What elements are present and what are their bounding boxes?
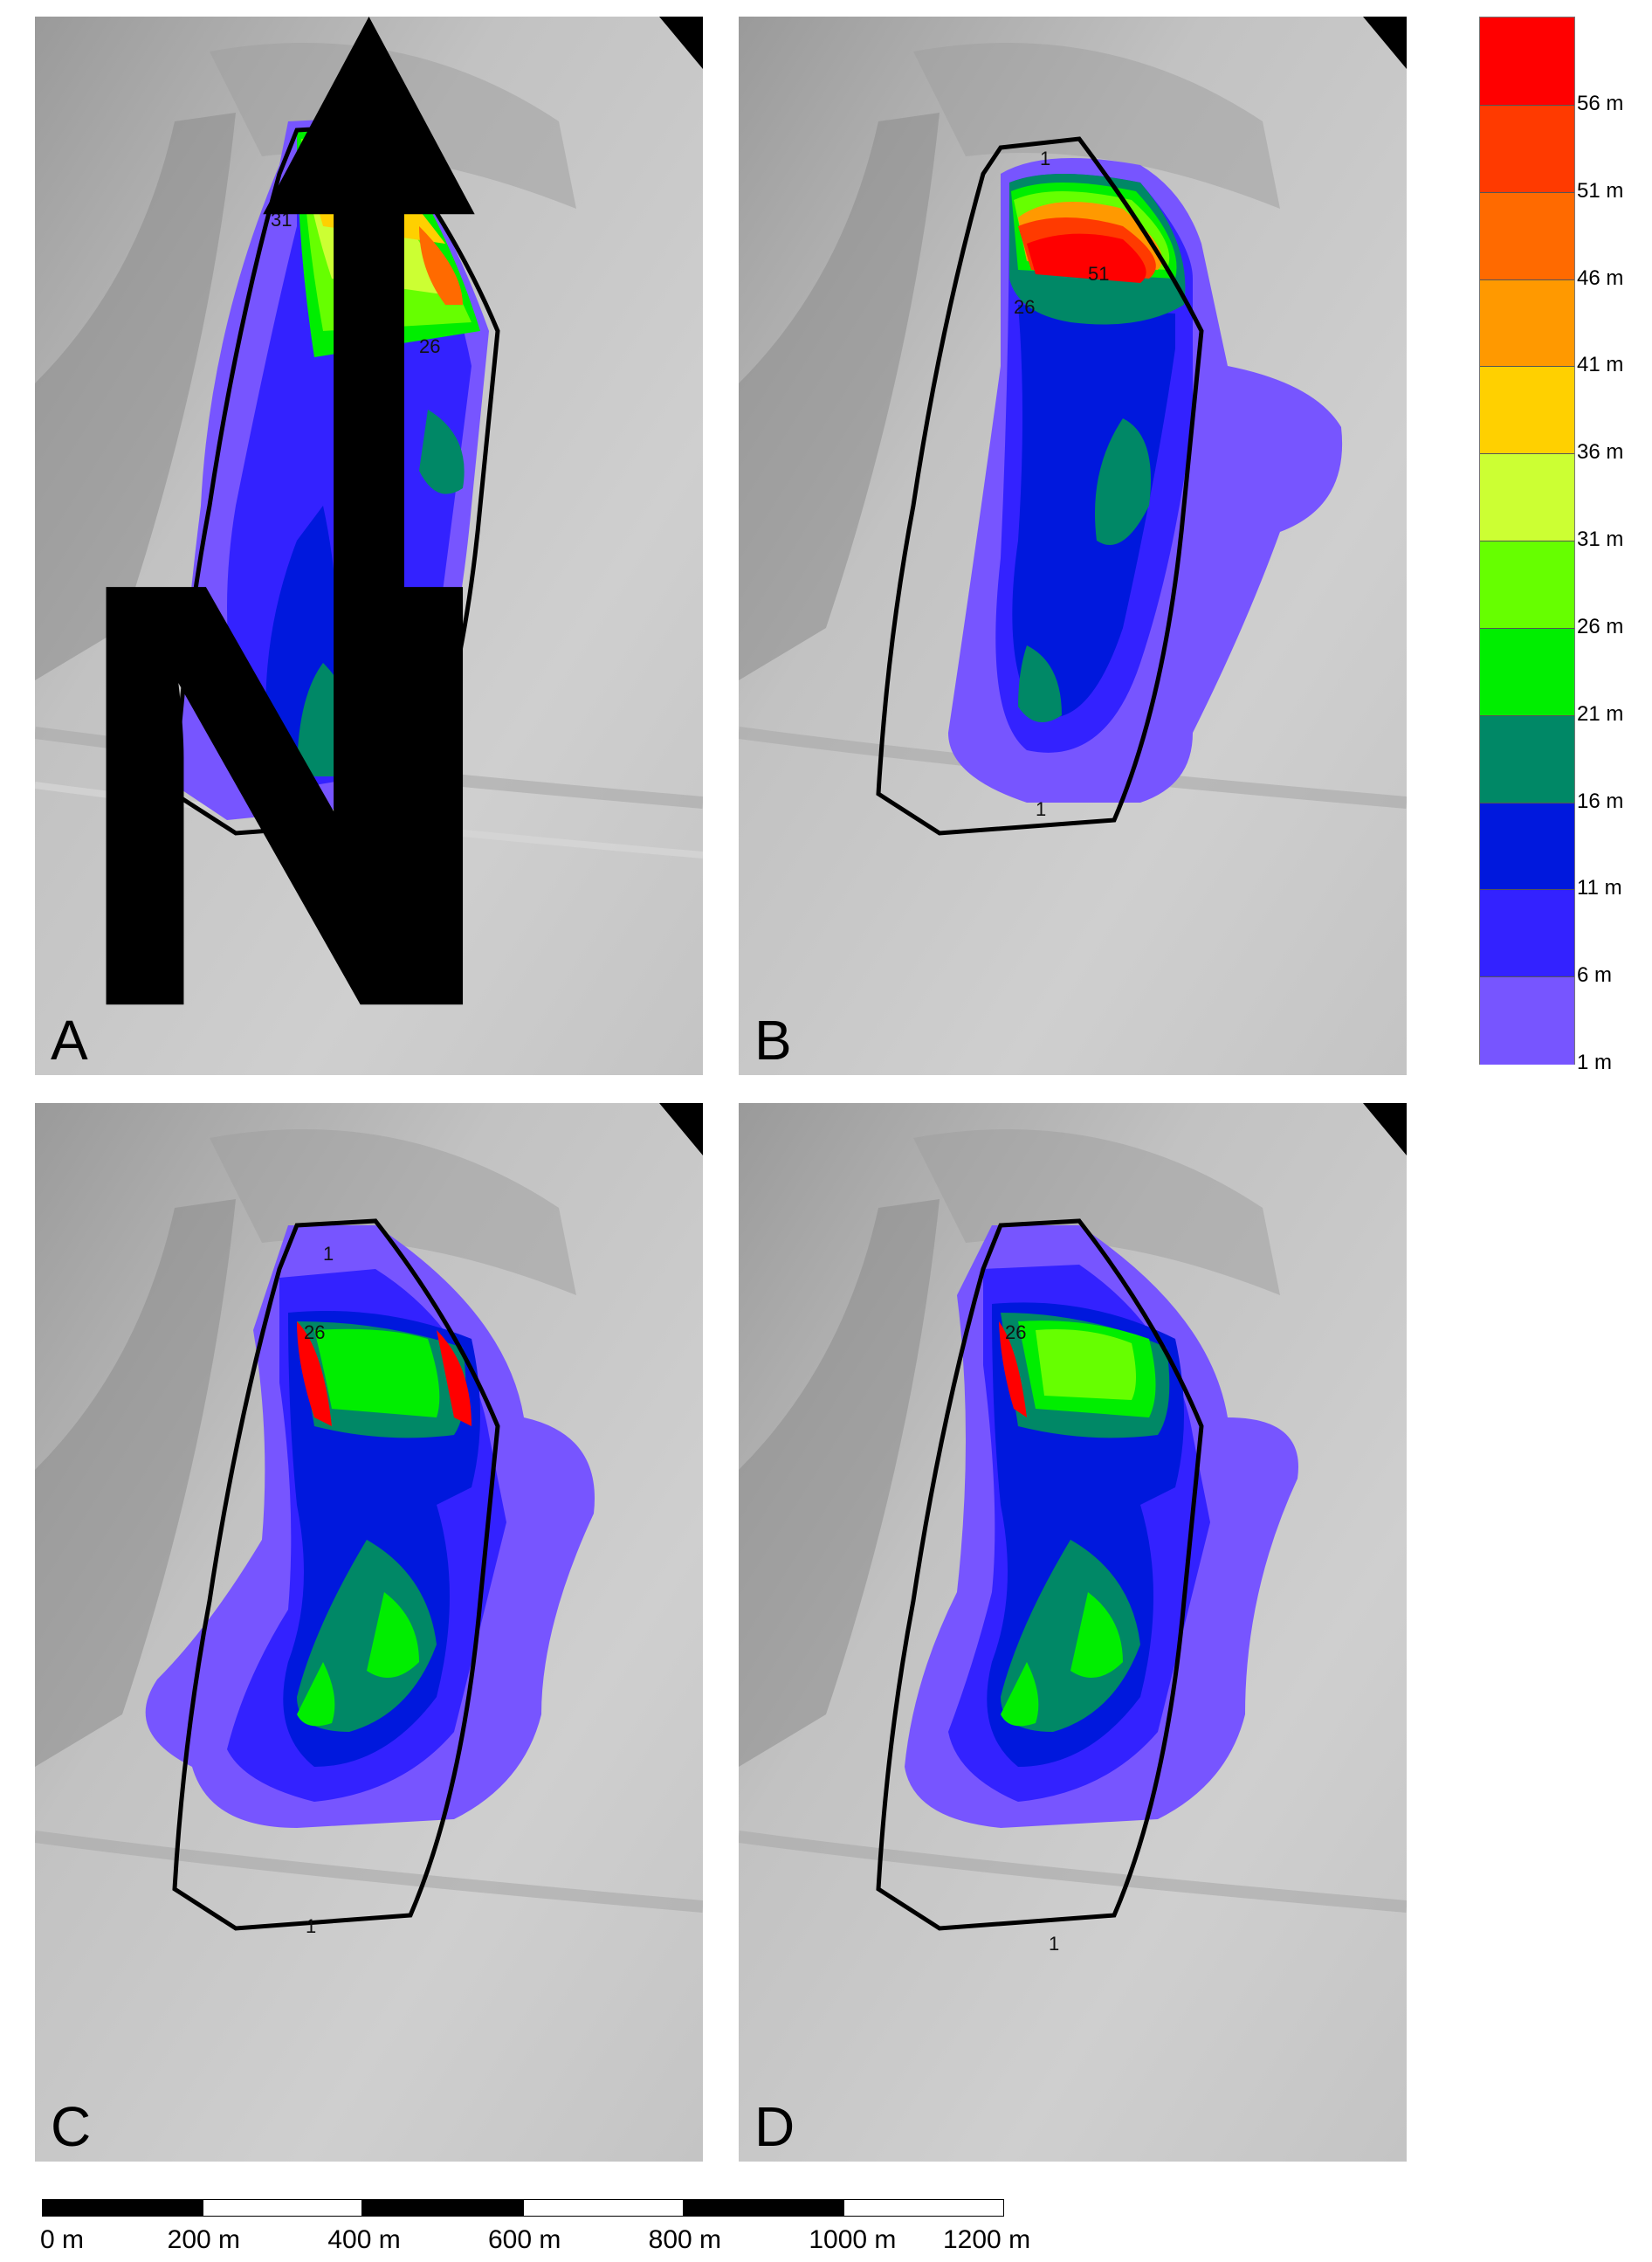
panel-label-c: C xyxy=(51,2095,92,2158)
legend-label: 21 m xyxy=(1577,701,1624,726)
panel-label-a: A xyxy=(51,1009,88,1072)
scale-bar-segment xyxy=(362,2199,523,2217)
legend-swatch xyxy=(1480,104,1574,193)
hillshade-map-b: 51 26 1 1 xyxy=(739,17,1407,1075)
scale-bar-segment xyxy=(42,2199,203,2217)
contour-label-1-bottom: 1 xyxy=(1036,798,1046,820)
scale-bar-label: 1000 m xyxy=(809,2225,897,2254)
north-arrow-label: N xyxy=(65,456,504,1075)
scale-bar-label: 400 m xyxy=(327,2225,401,2254)
legend-swatch xyxy=(1480,714,1574,803)
scale-bar-label: 1200 m xyxy=(943,2225,1031,2254)
contour-label-26: 26 xyxy=(304,1321,325,1343)
scale-bar-label: 0 m xyxy=(40,2225,85,2254)
legend-swatch xyxy=(1480,627,1574,716)
legend-label: 1 m xyxy=(1577,1051,1613,1074)
hillshade-map-d: 26 1 xyxy=(739,1103,1407,2162)
legend-swatch xyxy=(1480,976,1574,1065)
map-panel-a: 31 26 N A xyxy=(35,17,703,1075)
legend-swatch xyxy=(1480,453,1574,541)
scale-bar xyxy=(42,2199,1004,2218)
contour-label-26: 26 xyxy=(419,335,440,357)
legend-label: 16 m xyxy=(1577,789,1624,813)
legend-swatch xyxy=(1480,17,1574,105)
scale-bar-segment xyxy=(523,2199,684,2217)
legend-label: 6 m xyxy=(1577,963,1613,988)
scale-bar-label: 200 m xyxy=(167,2225,241,2254)
contour-label-51: 51 xyxy=(1088,263,1109,285)
contour-label-1-top: 1 xyxy=(323,1243,334,1265)
scale-bar-label: 800 m xyxy=(648,2225,722,2254)
scale-bar-segment xyxy=(683,2199,844,2217)
map-panel-b: 51 26 1 1 B xyxy=(739,17,1407,1075)
legend-label: 31 m xyxy=(1577,528,1624,551)
legend-label: 26 m xyxy=(1577,614,1624,638)
contour-label-26: 26 xyxy=(1005,1321,1026,1343)
north-arrow-icon: N xyxy=(65,17,504,1075)
legend-swatch xyxy=(1480,366,1574,455)
scale-bar-segment xyxy=(843,2199,1004,2217)
legend-swatch xyxy=(1480,191,1574,280)
depth-legend: 56 m 51 m 46 m 41 m 36 m 31 m 26 m 21 m 16 m 11 m… xyxy=(1479,17,1623,1074)
legend-label: 51 m xyxy=(1577,178,1624,203)
legend-label: 11 m xyxy=(1577,876,1622,900)
contour-label-1-bottom: 1 xyxy=(306,1915,316,1937)
map-panel-d: 26 1 D xyxy=(739,1103,1407,2162)
legend-label: 36 m xyxy=(1577,440,1624,465)
hillshade-map-c: 1 26 1 xyxy=(35,1103,703,2162)
map-panel-c: 1 26 1 C xyxy=(35,1103,703,2162)
panel-label-d: D xyxy=(754,2095,795,2158)
legend-label: 46 m xyxy=(1577,266,1624,290)
panel-label-b: B xyxy=(754,1009,792,1072)
legend-swatch xyxy=(1480,279,1574,368)
contour-label-1-bottom: 1 xyxy=(1049,1933,1059,1955)
legend-swatch xyxy=(1480,889,1574,978)
legend-color-ramp xyxy=(1479,17,1575,1065)
scale-bar-label: 600 m xyxy=(488,2225,561,2254)
legend-swatch xyxy=(1480,802,1574,891)
contour-label-26: 26 xyxy=(1014,296,1035,318)
contour-label-1-top: 1 xyxy=(1040,148,1050,169)
legend-label: 56 m xyxy=(1577,91,1624,115)
legend-swatch xyxy=(1480,541,1574,629)
legend-label: 41 m xyxy=(1577,353,1624,377)
scale-bar-segment xyxy=(202,2199,363,2217)
